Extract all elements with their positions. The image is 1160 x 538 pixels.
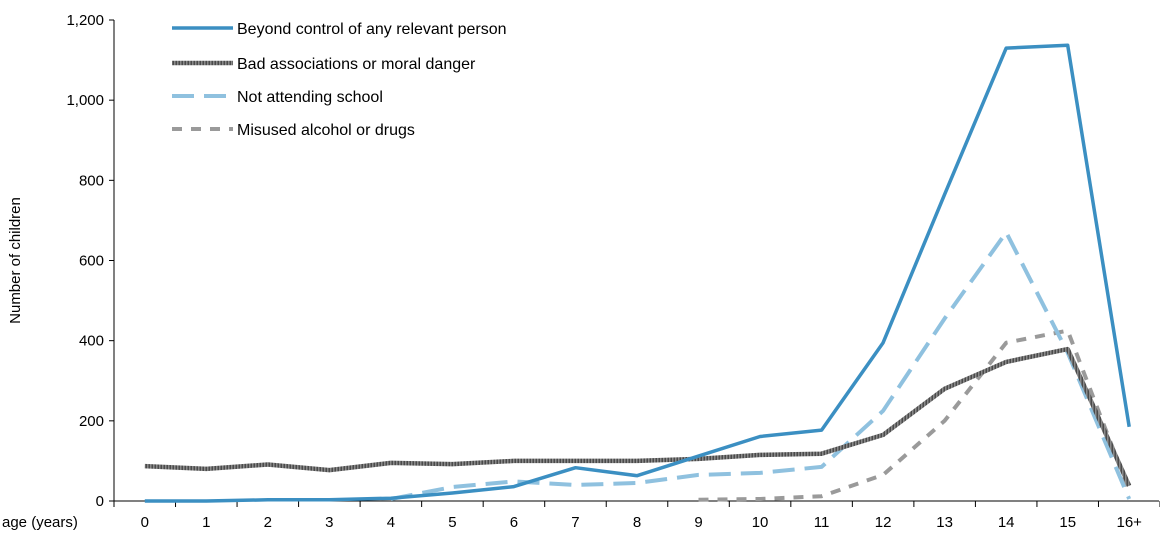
y-tick-label: 800 bbox=[79, 172, 104, 189]
x-axis-title: age (years) bbox=[2, 514, 78, 531]
x-axis-ticks: 0 1 2 3 4 5 6 7 8 9 10 11 12 13 14 15 16+ bbox=[113, 501, 1160, 531]
x-tick-label: 1 bbox=[202, 514, 210, 531]
x-tick-label: 6 bbox=[510, 514, 518, 531]
x-tick-label: 3 bbox=[325, 514, 333, 531]
x-tick-label: 8 bbox=[633, 514, 641, 531]
x-tick-label: 12 bbox=[875, 514, 892, 531]
series-line bbox=[698, 328, 1132, 502]
x-tick-label: 15 bbox=[1059, 514, 1076, 531]
series-line bbox=[390, 230, 1132, 501]
y-axis-ticks: 0 200 400 600 800 1,000 1,200 bbox=[66, 12, 114, 510]
x-tick-label: 2 bbox=[264, 514, 272, 531]
y-tick-label: 1,000 bbox=[66, 92, 104, 109]
y-tick-label: 400 bbox=[79, 333, 104, 350]
y-tick-label: 200 bbox=[79, 413, 104, 430]
legend-label: Bad associations or moral danger bbox=[237, 56, 476, 73]
legend: Beyond control of any relevant person Bad… bbox=[172, 21, 507, 139]
x-tick-label: 13 bbox=[936, 514, 953, 531]
x-tick-label: 5 bbox=[448, 514, 456, 531]
series-line bbox=[144, 346, 1132, 487]
y-axis-title: Number of children bbox=[7, 197, 24, 324]
series-layer bbox=[144, 43, 1132, 503]
y-tick-label: 0 bbox=[96, 493, 104, 510]
y-tick-label: 600 bbox=[79, 253, 104, 270]
series-line bbox=[144, 43, 1131, 503]
y-tick-label: 1,200 bbox=[66, 12, 104, 29]
x-tick-label: 4 bbox=[387, 514, 395, 531]
legend-label: Misused alcohol or drugs bbox=[237, 122, 415, 139]
x-tick-label: 9 bbox=[694, 514, 702, 531]
x-tick-label: 14 bbox=[998, 514, 1015, 531]
x-tick-label: 10 bbox=[752, 514, 769, 531]
legend-label: Beyond control of any relevant person bbox=[237, 21, 507, 38]
x-tick-label: 0 bbox=[141, 514, 149, 531]
x-tick-label: 7 bbox=[571, 514, 579, 531]
x-tick-label: 11 bbox=[814, 514, 830, 531]
x-tick-label: 16+ bbox=[1117, 514, 1143, 531]
legend-label: Not attending school bbox=[237, 89, 383, 106]
